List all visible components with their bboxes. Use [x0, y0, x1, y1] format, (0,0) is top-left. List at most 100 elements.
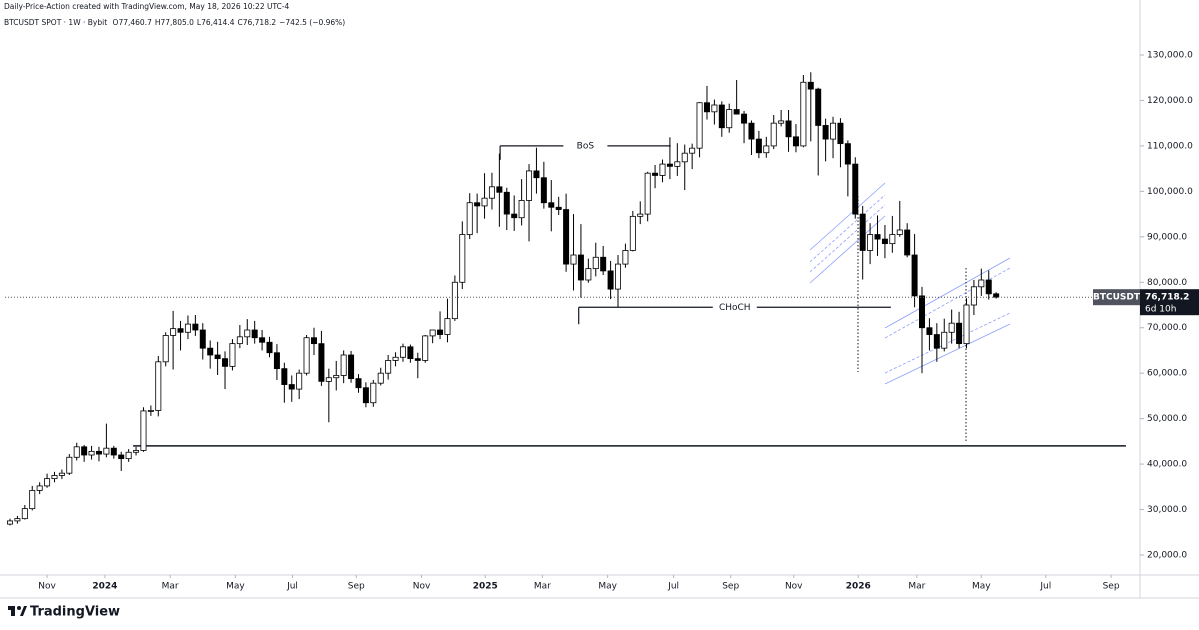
candle-body: [563, 209, 570, 265]
candle-body: [622, 250, 629, 265]
candle-body: [266, 341, 273, 354]
candle: [681, 144, 688, 190]
candle: [44, 473, 51, 488]
candle: [985, 270, 992, 300]
candle: [496, 153, 503, 227]
candle: [222, 351, 229, 390]
candle-body: [919, 295, 926, 329]
candle-body: [548, 202, 555, 208]
candle: [118, 451, 125, 471]
candle: [748, 120, 755, 155]
candle: [807, 72, 814, 142]
x-tick-label: Sep: [1103, 582, 1120, 592]
candle: [444, 298, 451, 343]
candle: [333, 360, 340, 391]
channel-line: [884, 312, 1011, 374]
candle-body: [422, 335, 429, 361]
candle: [184, 315, 191, 340]
countdown-label: 6d 10h: [1145, 305, 1176, 315]
candle-body: [674, 161, 681, 167]
candle: [214, 341, 221, 375]
price-box: [1140, 289, 1199, 316]
candle-body: [318, 343, 325, 382]
candle: [503, 187, 510, 230]
candle: [970, 280, 977, 315]
candle-body: [281, 368, 288, 385]
candle: [919, 286, 926, 374]
y-tick-label: 50,000.0: [1147, 414, 1187, 424]
candle: [407, 344, 414, 363]
candle-body: [170, 328, 177, 336]
candle: [236, 325, 243, 349]
candle-body: [859, 213, 866, 251]
candle: [785, 110, 792, 152]
candle: [273, 344, 280, 380]
candle: [7, 518, 13, 526]
candle-body: [852, 163, 859, 215]
candle-body: [941, 331, 948, 349]
candle-body: [95, 450, 102, 455]
candle: [103, 423, 110, 458]
candle-body: [956, 322, 963, 345]
candle: [889, 215, 896, 253]
x-tick-label: Jul: [1039, 582, 1051, 592]
watermark-title: Daily-Price-Action created with TradingV…: [4, 2, 290, 11]
candle: [607, 260, 614, 300]
channel-line: [809, 194, 886, 263]
candle: [437, 311, 444, 340]
candle: [637, 201, 644, 225]
candle: [896, 200, 903, 237]
candle: [229, 339, 236, 371]
candle: [29, 485, 36, 511]
last-price-label: 76,718.2: [1145, 293, 1189, 303]
y-tick-label: 20,000.0: [1147, 551, 1187, 561]
candle-body: [830, 122, 837, 140]
y-tick-label: 70,000.0: [1147, 323, 1187, 333]
candle: [518, 179, 525, 226]
candle: [14, 515, 21, 524]
candle-body: [837, 122, 844, 145]
candle-body: [125, 451, 132, 460]
candle-body: [496, 186, 503, 193]
candle: [140, 407, 147, 452]
x-tick-label: Jul: [286, 582, 298, 592]
candle-body: [214, 354, 221, 360]
candle-body: [844, 143, 851, 165]
candle: [318, 330, 325, 386]
candle: [251, 320, 258, 344]
candle: [674, 143, 681, 176]
symbol-info: BTCUSDT SPOT · 1W · Bybit: [4, 18, 108, 27]
candle: [666, 137, 673, 180]
candle: [703, 85, 710, 120]
candle-body: [822, 125, 829, 140]
candle: [66, 454, 73, 475]
candle-body: [726, 109, 733, 129]
x-tick-label: May: [598, 582, 617, 592]
candle-body: [533, 170, 540, 179]
candle: [941, 318, 948, 352]
candle: [207, 340, 214, 369]
candle-body: [703, 102, 710, 113]
candle-body: [474, 202, 481, 207]
candle-body: [659, 163, 666, 176]
candle: [110, 445, 117, 459]
candle-body: [355, 378, 362, 389]
candle-body: [325, 377, 332, 382]
candle: [311, 327, 317, 355]
candle: [926, 318, 933, 351]
candle-body: [51, 475, 58, 480]
logo-text: TradingView: [30, 605, 120, 620]
candle: [488, 172, 495, 210]
y-tick-label: 60,000.0: [1147, 369, 1187, 379]
channel-line: [884, 257, 1011, 329]
candle-body: [407, 346, 414, 360]
candle: [570, 214, 577, 291]
candle: [859, 205, 866, 280]
candle: [711, 99, 718, 125]
candle-body: [993, 293, 1000, 298]
annotation-label: BoS: [577, 141, 595, 151]
symbol-box: [1093, 289, 1140, 306]
candle: [429, 329, 436, 344]
candle: [600, 245, 607, 275]
x-tick-label: May: [972, 582, 991, 592]
